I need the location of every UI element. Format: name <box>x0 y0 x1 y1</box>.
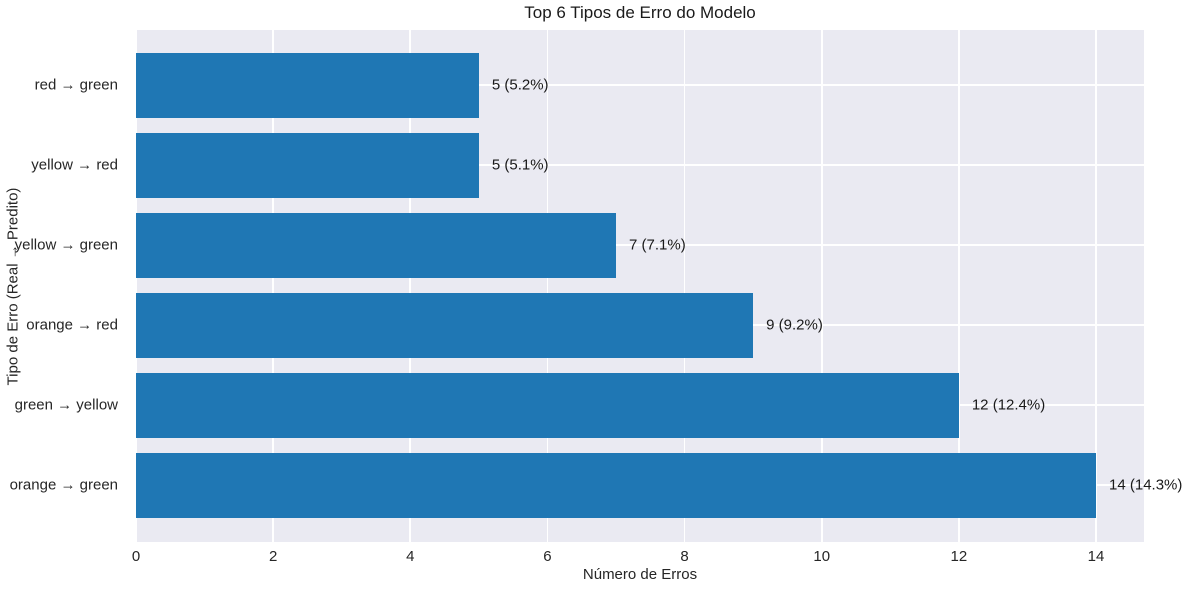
x-tick-label: 2 <box>268 548 278 565</box>
y-tick-label: orange → red <box>26 316 118 334</box>
y-tick-label: green → yellow <box>14 396 118 414</box>
bar-value-label: 14 (14.3%) <box>1109 476 1183 494</box>
y-tick-label: yellow → red <box>31 156 118 174</box>
bar <box>136 212 616 278</box>
grid-line-vertical <box>135 30 137 542</box>
x-tick-label: 0 <box>131 548 141 565</box>
x-tick-label: 14 <box>1087 548 1105 565</box>
bar <box>136 52 479 118</box>
x-tick-label: 8 <box>680 548 689 565</box>
grid-line-horizontal <box>136 84 1144 86</box>
bar <box>136 292 754 358</box>
grid-line-vertical <box>409 30 412 542</box>
bar-value-label: 7 (7.1%) <box>629 236 686 254</box>
y-axis-tick-labels: red → green yellow → red yellow → green ora… <box>0 30 128 542</box>
y-axis-label: Tipo de Erro (Real → Predito) <box>4 187 22 386</box>
bar <box>136 372 959 438</box>
bar-value-label: 9 (9.2%) <box>766 316 823 334</box>
grid-line-vertical <box>1095 30 1097 542</box>
grid-line-vertical <box>546 30 549 542</box>
chart-title: Top 6 Tipos de Erro do Modelo <box>524 3 756 22</box>
bar-value-label: 12 (12.4%) <box>971 396 1046 414</box>
bar-value-label: 5 (5.2%) <box>491 76 549 94</box>
y-tick-label: yellow → green <box>14 236 118 254</box>
grid-line-vertical <box>272 30 274 542</box>
x-tick-label: 12 <box>950 548 968 565</box>
bar <box>136 452 1096 518</box>
x-axis-tick-labels: 0 2 4 6 8 10 12 14 <box>132 548 1144 566</box>
grid-line-vertical <box>820 30 823 542</box>
grid-line-horizontal <box>136 244 1144 246</box>
y-tick-label: red → green <box>34 76 118 94</box>
grid-line-vertical <box>683 30 686 542</box>
x-axis-label: Número de Erros <box>582 566 698 583</box>
x-tick-label: 10 <box>813 548 831 565</box>
bar-value-label: 5 (5.1%) <box>491 156 549 174</box>
x-tick-label: 6 <box>543 548 552 565</box>
plot-area: 5 (5.2%) 5 (5.1%) 7 (7.1%) 9 (9.2%) 12 (12.4… <box>135 30 1182 542</box>
grid-line-vertical <box>958 30 960 542</box>
bar <box>136 132 479 198</box>
y-tick-label: orange → green <box>9 476 118 494</box>
x-tick-label: 4 <box>406 548 415 565</box>
grid-line-horizontal <box>136 164 1144 166</box>
